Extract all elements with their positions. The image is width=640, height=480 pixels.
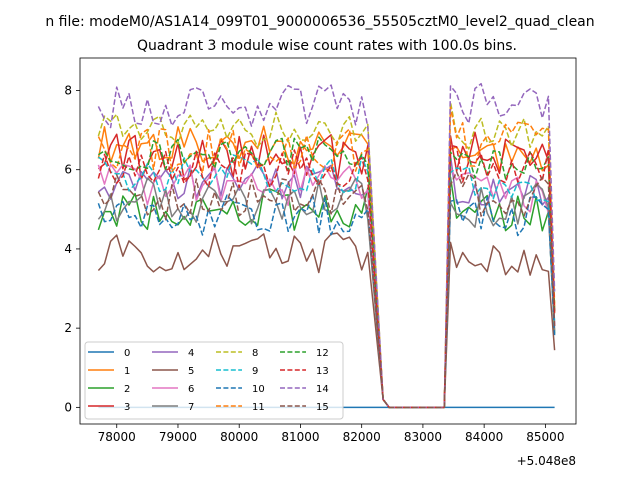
y-tick-label: 2 — [64, 321, 72, 335]
x-tick-label: 84000 — [465, 430, 503, 444]
axes-frame — [79, 57, 577, 425]
chart-title: Quadrant 3 module wise count rates with … — [137, 38, 517, 54]
legend-label-4: 4 — [188, 348, 194, 359]
legend-label-15: 15 — [316, 402, 329, 413]
figure-suptitle: n file: modeM0/AS1A14_099T01_9000006536_… — [45, 14, 594, 30]
x-tick-label: 80000 — [220, 430, 258, 444]
y-tick-label: 6 — [64, 163, 72, 177]
legend-label-11: 11 — [252, 402, 265, 413]
series-line-8 — [97, 101, 556, 409]
y-axis: 0 2 4 6 8 — [64, 83, 80, 414]
legend-label-12: 12 — [316, 348, 329, 359]
series-line-11 — [97, 106, 556, 409]
x-tick-label: 85000 — [526, 430, 564, 444]
legend-label-5: 5 — [188, 366, 194, 377]
series-line-9 — [97, 154, 556, 409]
plot-lines — [97, 82, 556, 409]
series-line-7 — [97, 177, 556, 409]
x-tick-label: 79000 — [159, 430, 197, 444]
series-line-15 — [97, 171, 556, 409]
x-axis: 78000 79000 80000 81000 82000 83000 84000 85000 — [98, 424, 564, 444]
series-line-10 — [97, 193, 556, 409]
legend-label-1: 1 — [124, 366, 130, 377]
series-line-5 — [97, 232, 556, 409]
series-line-4 — [97, 154, 556, 409]
legend-label-14: 14 — [316, 384, 329, 395]
legend-label-0: 0 — [124, 348, 130, 359]
series-line-13 — [97, 144, 556, 409]
legend-label-6: 6 — [188, 384, 194, 395]
y-tick-label: 8 — [64, 83, 72, 97]
y-tick-label: 0 — [64, 400, 72, 414]
legend-label-13: 13 — [316, 366, 329, 377]
legend-label-2: 2 — [124, 384, 130, 395]
series-line-1 — [97, 125, 556, 409]
legend-label-7: 7 — [188, 402, 194, 413]
legend-label-10: 10 — [252, 384, 265, 395]
x-tick-label: 81000 — [281, 430, 319, 444]
y-tick-label: 4 — [64, 242, 72, 256]
x-tick-label: 78000 — [98, 430, 136, 444]
legend-label-3: 3 — [124, 402, 130, 413]
series-line-14 — [97, 82, 556, 409]
x-axis-offset-label: +5.048e8 — [517, 454, 576, 468]
series-line-12 — [97, 136, 556, 409]
legend-frame — [84, 341, 344, 420]
x-tick-label: 83000 — [404, 430, 442, 444]
legend-label-9: 9 — [252, 366, 258, 377]
x-tick-label: 82000 — [343, 430, 381, 444]
legend-label-8: 8 — [252, 348, 258, 359]
